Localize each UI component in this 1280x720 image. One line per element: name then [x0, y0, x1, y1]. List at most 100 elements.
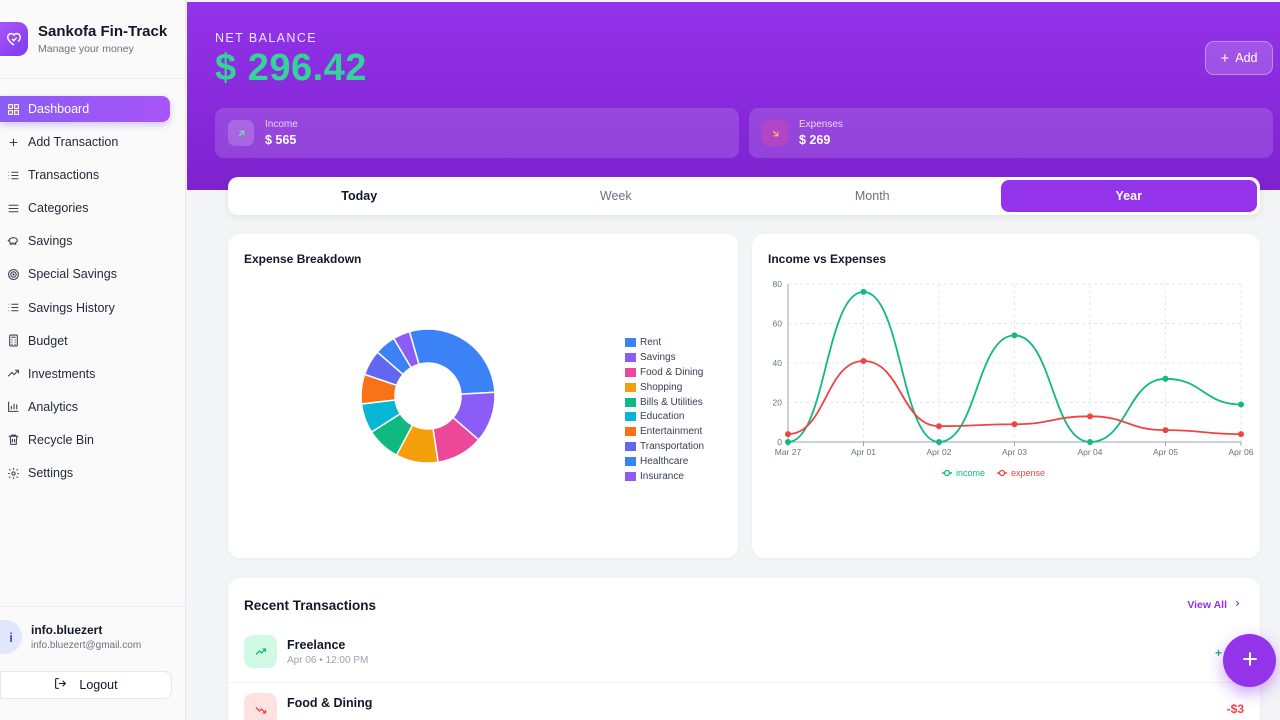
transaction-row[interactable]: Freelance Apr 06 • 12:00 PM +: [228, 626, 1260, 683]
sidebar-item-dashboard[interactable]: Dashboard: [0, 96, 170, 122]
legend-item[interactable]: Education: [625, 409, 704, 424]
sidebar: Sankofa Fin-Track Manage your money Dash…: [0, 0, 186, 720]
legend-label[interactable]: expense: [1011, 468, 1045, 478]
logout-button[interactable]: Logout: [0, 671, 172, 699]
period-tabs: Today Week Month Year: [228, 177, 1260, 215]
data-point[interactable]: [936, 439, 942, 445]
recent-transactions-card: Recent Transactions View All Freelance A…: [228, 578, 1260, 720]
x-tick-label: Apr 03: [1002, 447, 1027, 457]
sidebar-item-label: Recycle Bin: [28, 432, 94, 447]
data-point[interactable]: [1011, 421, 1018, 428]
view-all-label: View All: [1187, 599, 1227, 611]
sidebar-item-label: Savings History: [28, 300, 115, 315]
legend-item[interactable]: Savings: [625, 350, 704, 365]
legend-label: Bills & Utilities: [640, 396, 703, 408]
sidebar-item-transactions[interactable]: Transactions: [0, 162, 170, 188]
y-tick-label: 80: [773, 279, 783, 289]
sidebar-item-analytics[interactable]: Analytics: [0, 394, 170, 420]
gear-icon: [6, 466, 20, 480]
sidebar-item-savings[interactable]: Savings: [0, 228, 170, 254]
sidebar-item-settings[interactable]: Settings: [0, 460, 170, 486]
sidebar-item-savings-history[interactable]: Savings History: [0, 295, 170, 321]
data-point[interactable]: [936, 423, 942, 430]
data-point[interactable]: [1011, 332, 1018, 339]
legend-swatch: [625, 397, 636, 407]
data-point[interactable]: [1238, 401, 1244, 408]
sidebar-item-investments[interactable]: Investments: [0, 361, 170, 387]
data-point[interactable]: [860, 288, 867, 295]
sidebar-item-label: Investments: [28, 366, 96, 381]
income-value: $ 565: [265, 133, 297, 147]
sidebar-item-budget[interactable]: Budget: [0, 328, 170, 354]
sidebar-item-label: Settings: [28, 466, 74, 481]
legend-item[interactable]: Bills & Utilities: [625, 395, 704, 410]
legend-item[interactable]: Insurance: [625, 469, 704, 484]
donut-slice[interactable]: [392, 330, 420, 369]
tab-month[interactable]: Month: [854, 189, 890, 203]
legend-item[interactable]: Shopping: [625, 380, 704, 395]
legend-swatch: [625, 457, 636, 467]
legend-item[interactable]: Healthcare: [625, 454, 704, 469]
legend-label: Education: [640, 411, 685, 423]
x-tick-label: Apr 02: [926, 447, 951, 457]
expense-breakdown-title: Expense Breakdown: [244, 252, 362, 266]
data-point[interactable]: [785, 431, 791, 438]
add-button[interactable]: + Add: [1205, 41, 1273, 75]
calculator-icon: [6, 334, 20, 348]
data-point[interactable]: [860, 358, 867, 365]
legend-item[interactable]: Food & Dining: [625, 365, 704, 380]
sidebar-item-label: Transactions: [28, 168, 100, 183]
plus-icon: +: [1220, 49, 1230, 67]
tab-week[interactable]: Week: [599, 189, 632, 203]
menu-icon: [6, 201, 20, 215]
sidebar-item-add-transaction[interactable]: Add Transaction: [0, 129, 170, 155]
net-balance-label: NET BALANCE: [215, 31, 318, 45]
legend-swatch: [625, 382, 636, 392]
transaction-row[interactable]: Food & Dining -$3: [228, 684, 1260, 720]
logout-icon: [54, 677, 67, 693]
data-point[interactable]: [785, 439, 791, 445]
trending-up-icon: [244, 635, 277, 668]
legend-swatch: [625, 442, 636, 452]
view-all-link[interactable]: View All: [1187, 599, 1242, 611]
y-tick-label: 60: [773, 319, 783, 329]
app-title: Sankofa Fin-Track: [38, 23, 168, 40]
data-point[interactable]: [1162, 427, 1169, 434]
divider: [0, 78, 186, 79]
legend-label[interactable]: income: [956, 468, 985, 478]
sidebar-item-recycle-bin[interactable]: Recycle Bin: [0, 427, 170, 453]
legend-label: Savings: [640, 351, 676, 363]
legend-item[interactable]: Entertainment: [625, 424, 704, 439]
plus-icon: [6, 135, 20, 149]
target-icon: [6, 267, 20, 281]
sidebar-item-label: Savings: [28, 234, 73, 249]
data-point[interactable]: [1087, 413, 1093, 420]
expenses-value: $ 269: [799, 133, 831, 147]
sidebar-item-label: Categories: [28, 201, 89, 216]
data-point[interactable]: [1087, 439, 1093, 445]
heart-check-icon: [0, 22, 28, 56]
tab-today[interactable]: Today: [341, 189, 378, 203]
history-list-icon: [6, 301, 20, 315]
legend-swatch: [625, 367, 636, 377]
sidebar-item-special-savings[interactable]: Special Savings: [0, 261, 170, 287]
logout-label: Logout: [79, 678, 118, 692]
user-profile[interactable]: i info.bluezert info.bluezert@gmail.com: [0, 620, 141, 654]
donut-slice[interactable]: [408, 328, 496, 395]
tab-year[interactable]: Year: [1000, 180, 1257, 212]
data-point[interactable]: [1238, 431, 1244, 438]
x-tick-label: Apr 05: [1153, 447, 1178, 457]
x-tick-label: Apr 04: [1077, 447, 1102, 457]
transaction-meta: Apr 06 • 12:00 PM: [287, 655, 369, 666]
legend-label: Insurance: [640, 470, 684, 482]
sidebar-item-categories[interactable]: Categories: [0, 195, 170, 221]
chevron-right-icon: [1233, 599, 1242, 611]
plus-icon: [1240, 645, 1260, 676]
expense-breakdown-card: Expense Breakdown Rent Savings Food & Dini…: [228, 234, 738, 558]
legend-item[interactable]: Rent: [625, 335, 704, 350]
floating-add-button[interactable]: [1223, 634, 1276, 687]
expense-donut-chart: [360, 328, 496, 464]
recent-transactions-title: Recent Transactions: [244, 598, 377, 613]
legend-item[interactable]: Transportation: [625, 439, 704, 454]
data-point[interactable]: [1162, 375, 1169, 382]
